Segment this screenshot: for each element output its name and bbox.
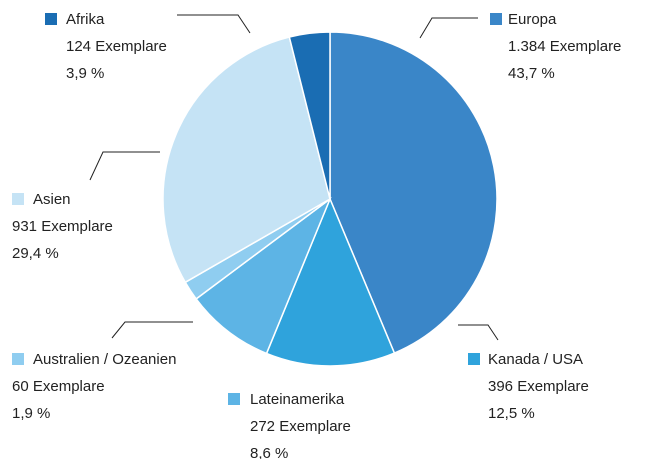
legend-swatch xyxy=(490,13,502,25)
legend-swatch xyxy=(12,353,24,365)
percent-label: 8,6 % xyxy=(250,445,288,459)
percent-label: 3,9 % xyxy=(66,65,104,82)
pie-slice xyxy=(329,31,498,355)
percent-label: 12,5 % xyxy=(488,405,535,422)
category-label: Kanada / USA xyxy=(488,351,583,368)
value-label: 60 Exemplare xyxy=(12,378,105,395)
value-label: 272 Exemplare xyxy=(250,418,351,435)
legend-swatch xyxy=(45,13,57,25)
percent-label: 1,9 % xyxy=(12,405,50,422)
pie-slice xyxy=(162,36,331,284)
percent-label: 29,4 % xyxy=(12,245,59,262)
leader-line xyxy=(89,151,160,181)
value-label: 931 Exemplare xyxy=(12,218,113,235)
leader-line xyxy=(458,324,499,341)
pie-slice xyxy=(195,196,332,355)
legend-swatch xyxy=(228,393,240,405)
legend-swatch xyxy=(12,193,24,205)
category-label: Europa xyxy=(508,11,557,28)
value-label: 396 Exemplare xyxy=(488,378,589,395)
value-label: 124 Exemplare xyxy=(66,38,167,55)
category-label: Australien / Ozeanien xyxy=(33,351,176,368)
category-label: Afrika xyxy=(66,11,105,28)
value-label: 1.384 Exemplare xyxy=(508,38,621,55)
category-label: Lateinamerika xyxy=(250,391,345,408)
pie-slice xyxy=(288,31,331,200)
percent-label: 43,7 % xyxy=(508,65,555,82)
category-label: Asien xyxy=(33,191,71,208)
leader-line xyxy=(177,14,251,34)
pie-slice xyxy=(265,197,396,367)
leader-line xyxy=(111,321,193,339)
leader-line xyxy=(419,17,478,39)
legend-swatch xyxy=(468,353,480,365)
